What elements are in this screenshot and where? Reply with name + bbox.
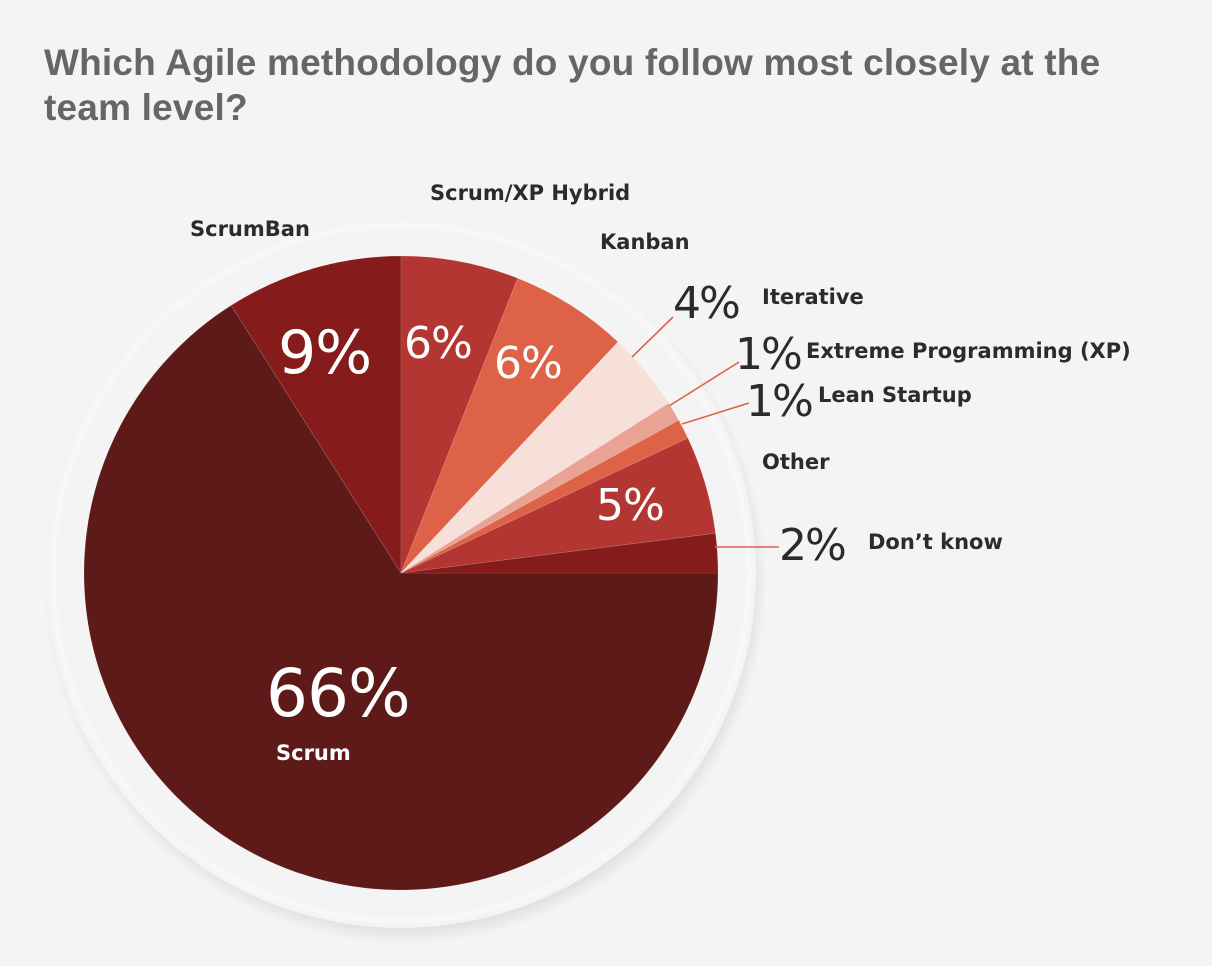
pct-xp: 1%	[735, 329, 803, 380]
leader-line-lean	[681, 402, 750, 425]
pct-scrum-xp-hybrid: 6%	[404, 318, 473, 369]
pie-slice-kanban	[400, 277, 619, 574]
label-xp: Extreme Programming (XP)	[806, 339, 1131, 363]
label-dont-know: Don’t know	[868, 530, 1003, 554]
label-kanban: Kanban	[600, 230, 690, 254]
pie-slice-iterative	[400, 341, 670, 574]
leader-line-iterative	[631, 316, 674, 358]
label-scrum: Scrum	[276, 741, 351, 765]
label-iterative: Iterative	[762, 285, 864, 309]
pct-other: 5%	[596, 480, 665, 531]
pie-slice-scrumban	[230, 255, 402, 575]
label-lean-startup: Lean Startup	[818, 383, 972, 407]
pie-ring-highlight	[50, 222, 752, 924]
pct-lean-startup: 1%	[746, 376, 814, 427]
label-other: Other	[762, 450, 830, 474]
pie-slice-don-t-know	[400, 532, 719, 574]
pie-slice-scrum	[83, 304, 719, 891]
pct-dont-know: 2%	[779, 520, 847, 571]
pie-slice-other	[400, 437, 716, 574]
label-scrumban: ScrumBan	[190, 217, 310, 241]
pie-slice-scrum-xp-hybrid	[400, 255, 519, 574]
pct-scrum: 66%	[266, 655, 411, 732]
label-scrum-xp-hybrid: Scrum/XP Hybrid	[430, 181, 631, 205]
pct-iterative: 4%	[673, 278, 741, 329]
pie-slice-lean-startup	[400, 419, 689, 574]
pct-scrumban: 9%	[278, 318, 372, 388]
pie-slice-extreme-programming-xp	[400, 402, 680, 574]
chart-title: Which Agile methodology do you follow mo…	[44, 42, 1101, 128]
leader-lines	[631, 316, 779, 548]
leader-line-xp	[668, 361, 740, 407]
pie-slices	[83, 255, 719, 891]
pct-kanban: 6%	[494, 338, 563, 389]
